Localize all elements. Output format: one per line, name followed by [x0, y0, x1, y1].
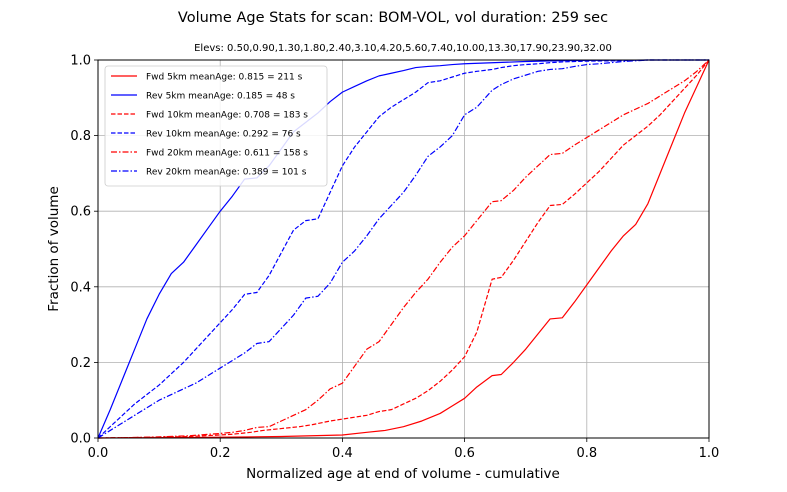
legend-entry: Fwd 20km meanAge: 0.611 = 158 s	[146, 149, 308, 159]
y-tick-label: 0.6	[70, 205, 91, 220]
y-tick-label: 0.0	[70, 432, 91, 447]
chart-subtitle: Elevs: 0.50,0.90,1.30,1.80,2.40,3.10,4.2…	[194, 43, 612, 54]
series-line-4	[97, 59, 709, 439]
legend: Fwd 5km meanAge: 0.815 = 211 s Rev 5km me…	[104, 65, 328, 187]
x-tick-label: 0.6	[454, 446, 475, 461]
x-tick-label: 0.4	[332, 446, 353, 461]
x-tick-label: 0.0	[88, 446, 109, 461]
x-axis-label: Normalized age at end of volume - cumula…	[246, 466, 560, 482]
y-tick-label: 0.2	[70, 356, 91, 371]
series-line-5	[97, 59, 710, 439]
legend-entry: Fwd 5km meanAge: 0.815 = 211 s	[146, 73, 303, 83]
series-line-6	[97, 59, 709, 439]
series-line-1	[97, 59, 710, 439]
legend-entry: Rev 5km meanAge: 0.185 = 48 s	[146, 92, 295, 102]
chart-title: Volume Age Stats for scan: BOM-VOL, vol …	[178, 10, 608, 26]
x-tick-label: 1.0	[699, 446, 720, 461]
legend-entry: Rev 10km meanAge: 0.292 = 76 s	[146, 130, 301, 140]
series-line-3	[97, 59, 710, 439]
legend-entry: Fwd 10km meanAge: 0.708 = 183 s	[146, 111, 308, 121]
y-tick-label: 1.0	[70, 54, 91, 69]
y-tick-label: 0.4	[70, 280, 91, 295]
x-tick-label: 0.2	[210, 446, 231, 461]
axis-ticks: 0.0 0.2 0.4 0.6 0.8 1.0 0.0 0.2 0.4 0.6 0.8 1.0	[70, 54, 719, 462]
plot-frame	[97, 59, 710, 439]
x-tick-label: 0.8	[576, 446, 597, 461]
legend-entry: Rev 20km meanAge: 0.389 = 101 s	[146, 168, 307, 178]
legend-box	[104, 65, 328, 187]
y-tick-label: 0.8	[70, 129, 91, 144]
y-axis-label: Fraction of volume	[46, 186, 62, 312]
